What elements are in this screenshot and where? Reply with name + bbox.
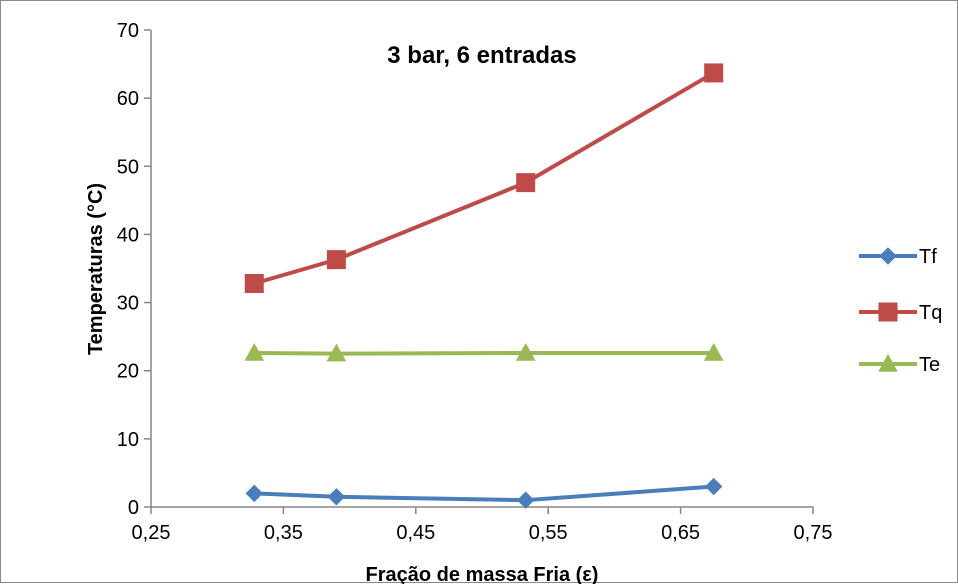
y-tick-label: 70 [117,20,139,42]
data-point-tq [516,173,536,193]
y-tick-label: 40 [117,224,139,246]
x-tick-label: 0,25 [132,522,171,544]
x-tick-label: 0,75 [794,522,833,544]
x-tick-label: 0,45 [396,522,435,544]
data-point-tq [326,250,346,270]
data-point-te [244,342,265,361]
data-point-tq [244,273,264,293]
data-point-te [515,342,536,361]
data-point-tf [516,491,535,509]
legend-marker-tf [879,247,897,265]
legend-marker-te [878,353,898,372]
series-te [244,342,724,362]
legend-label-tq: Tq [919,302,942,324]
legend-item-tf: Tf [859,246,937,268]
series-line-tq [253,71,715,286]
data-point-te [703,342,724,361]
legend-marker-tq [878,302,898,322]
series-tf [245,477,723,509]
y-tick-label: 0 [128,497,139,519]
legend-label-tf: Tf [919,246,937,268]
y-tick-label: 50 [117,156,139,178]
x-tick-label: 0,55 [529,522,568,544]
series-line-te [254,350,714,356]
legend-item-tq: Tq [859,302,942,324]
axes: 0 10 20 30 40 50 60 70 0,25 0,35 0,45 0,55 0,65 0,75 [117,20,833,544]
chart-title: 3 bar, 6 entradas [387,42,576,69]
legend: Tf Tq Te [859,246,942,376]
series-line-tf [254,484,714,503]
y-axis-title: Temperaturas (°C) [85,183,107,355]
data-point-tf [245,484,263,503]
x-tick-label: 0,35 [264,522,303,544]
y-tick-label: 20 [117,361,139,383]
data-point-tq [704,63,724,83]
legend-label-te: Te [919,354,940,376]
series-tq [244,63,724,293]
data-point-tf [327,488,346,506]
data-point-te [326,343,347,362]
data-point-tf [704,477,723,496]
legend-item-te: Te [859,353,940,376]
series-layer [244,63,724,509]
y-tick-label: 60 [117,88,139,110]
y-tick-label: 30 [117,293,139,315]
x-axis-title: Fração de massa Fria (ε) [366,564,599,584]
x-tick-label: 0,65 [661,522,700,544]
y-tick-label: 10 [117,429,139,451]
